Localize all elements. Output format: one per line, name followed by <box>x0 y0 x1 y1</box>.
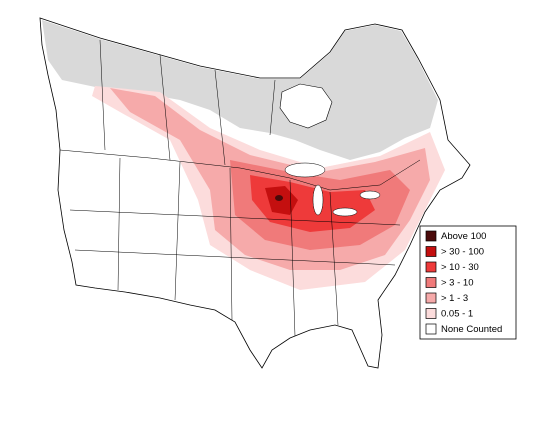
lake <box>359 190 381 200</box>
legend-swatch <box>425 323 437 335</box>
hudson-bay <box>279 83 333 129</box>
legend-swatch <box>425 246 437 257</box>
abundance-top <box>265 186 298 215</box>
legend-label: > 3 - 10 <box>441 278 473 289</box>
lake <box>332 207 358 217</box>
canada-north <box>42 20 438 160</box>
legend-label: Above 100 <box>441 231 486 242</box>
lake <box>312 184 324 216</box>
border <box>69 157 401 337</box>
border <box>59 149 421 191</box>
border <box>99 39 276 166</box>
legend-swatch <box>425 277 437 288</box>
legend-label: 0.05 - 1 <box>441 309 473 320</box>
legend-swatch <box>425 308 437 319</box>
legend-label: > 30 - 100 <box>441 247 484 258</box>
legend-label: > 10 - 30 <box>441 262 479 273</box>
abundance-peak <box>275 195 283 201</box>
lake <box>284 162 326 178</box>
legend-label: None Counted <box>441 324 502 335</box>
borders <box>59 39 421 337</box>
legend-swatch <box>425 261 437 273</box>
legend-swatch <box>425 292 437 304</box>
legend-label: > 1 - 3 <box>441 293 468 304</box>
legend: Above 100 > 30 - 100 > 10 - 30 > 3 - 10 > 1 … <box>419 225 517 340</box>
legend-swatch <box>425 230 437 242</box>
